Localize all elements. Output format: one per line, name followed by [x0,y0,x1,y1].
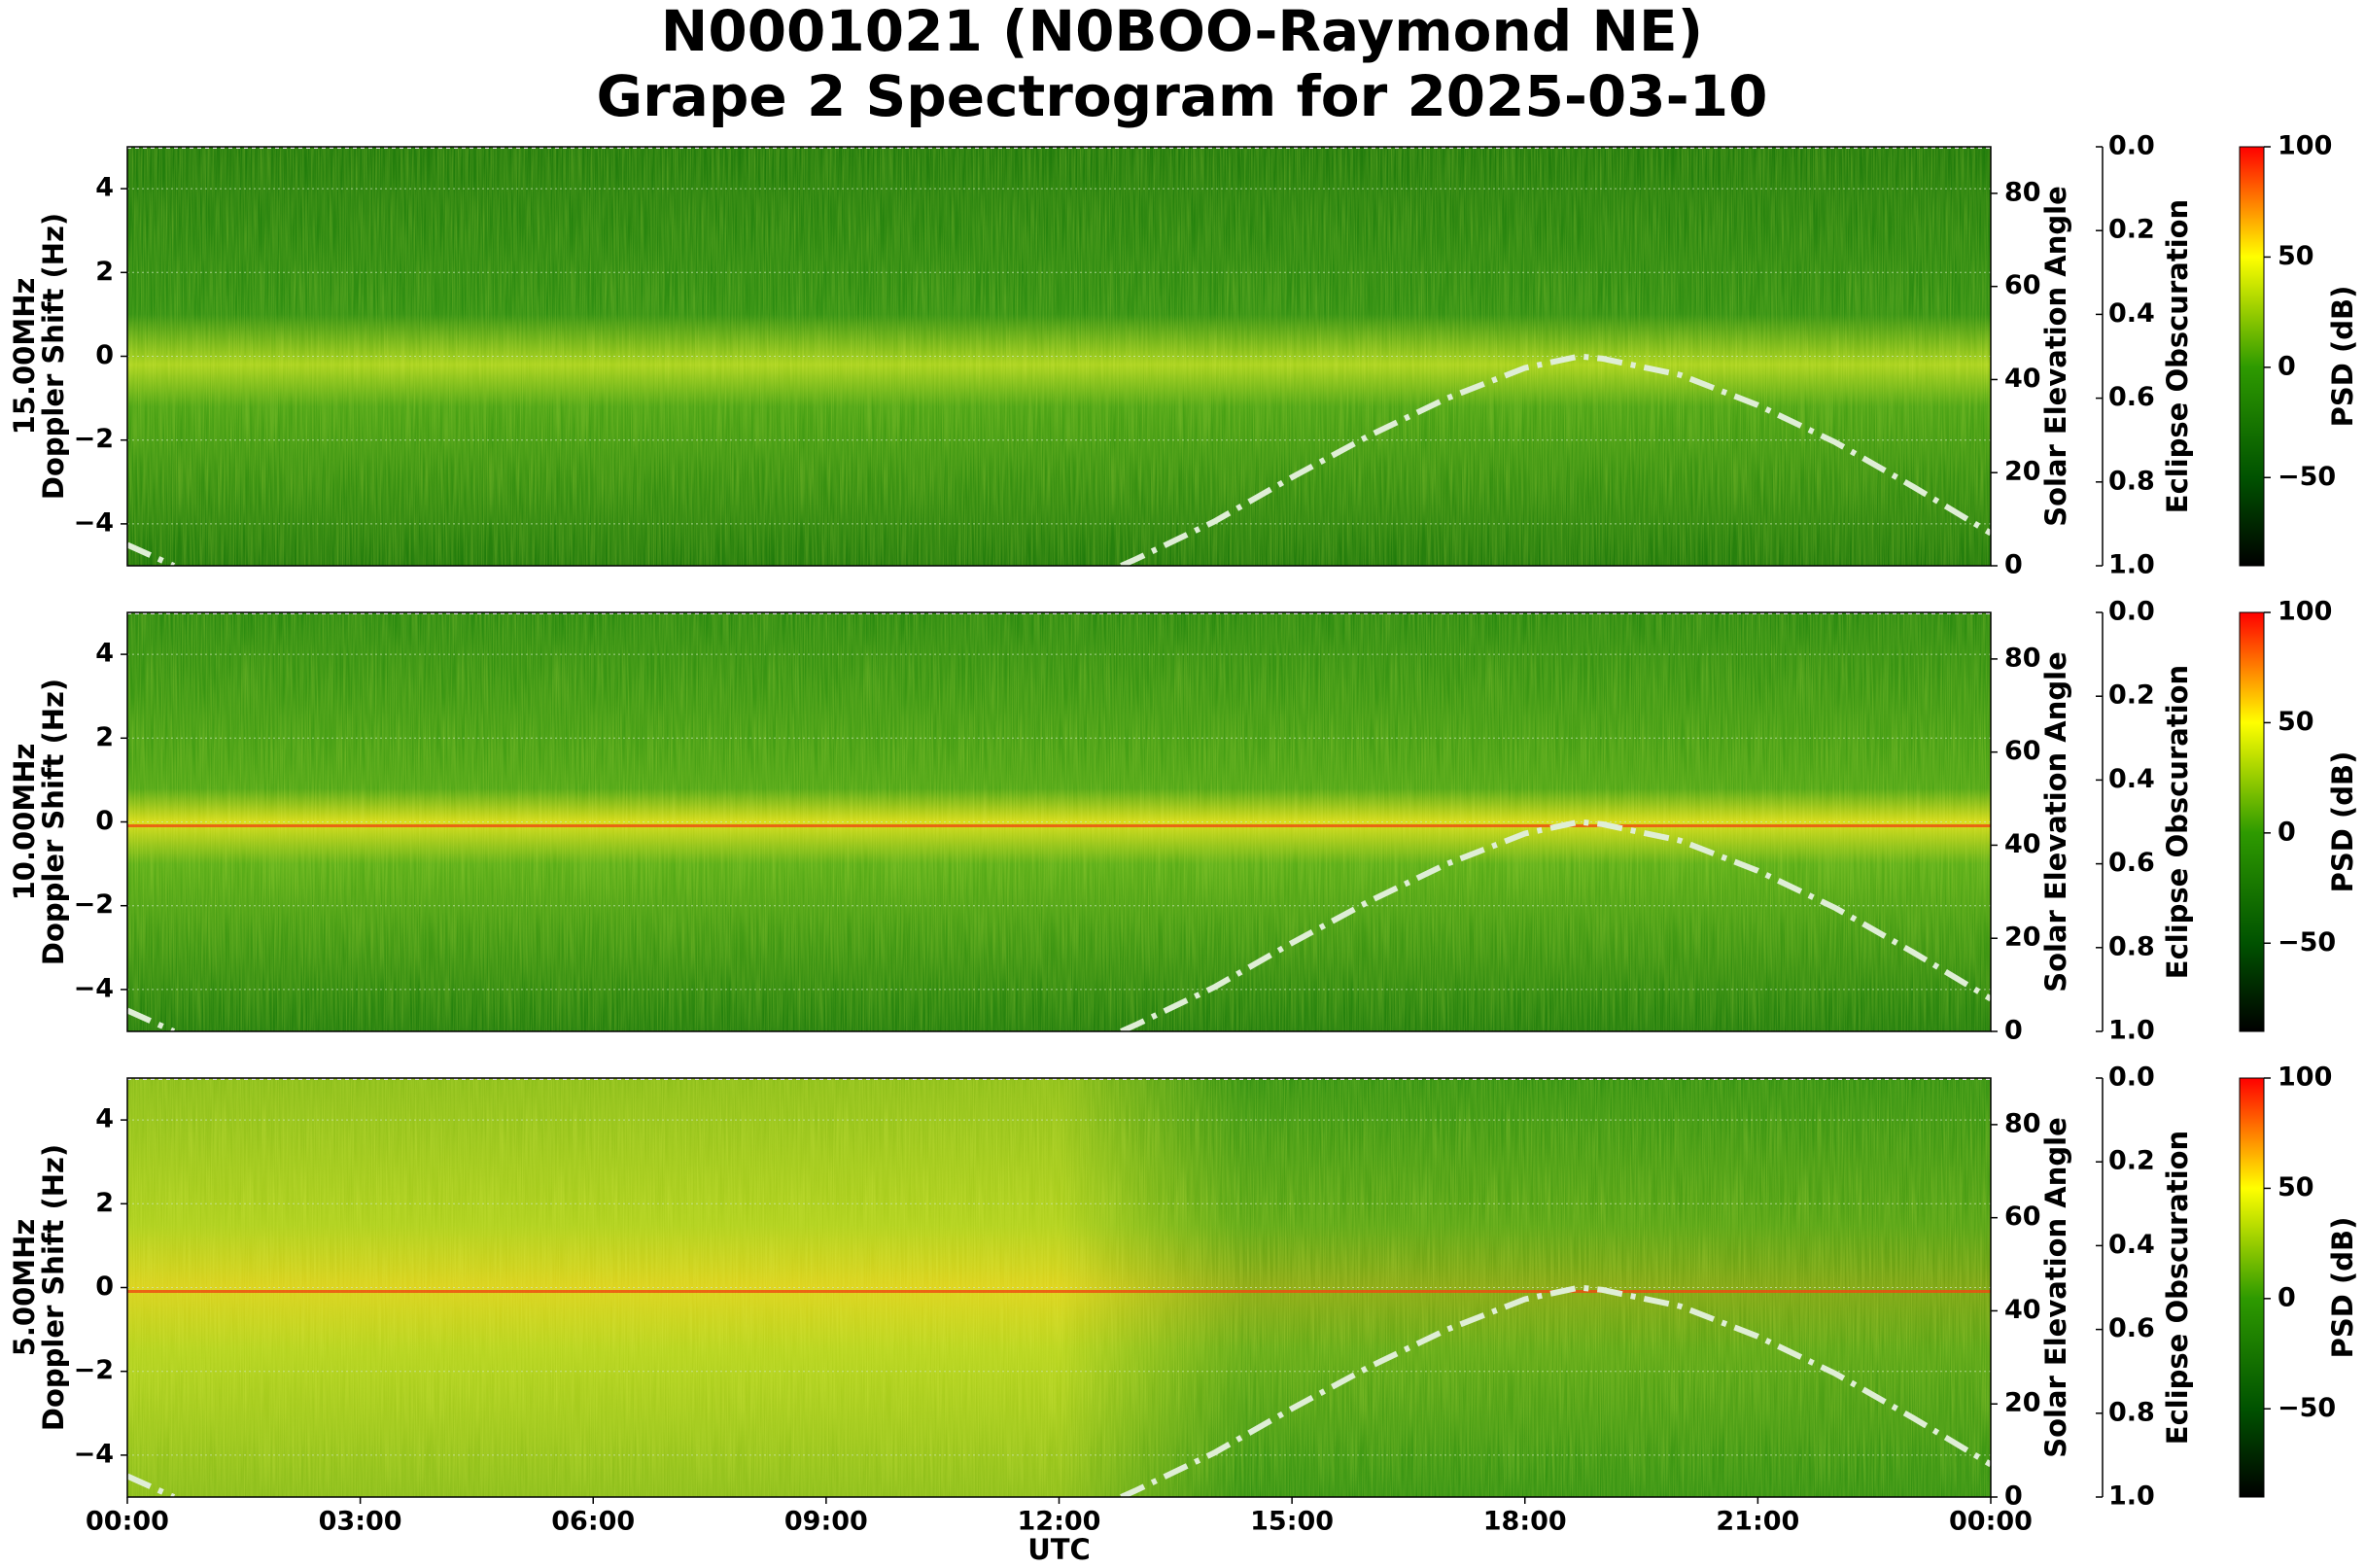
y3-tick-label: 0.8 [2108,466,2155,496]
y3-tick-label: 0.4 [2108,764,2155,794]
title-line: N0001021 (N0BOO-Raymond NE) [661,0,1703,64]
y-tick-label: 4 [95,639,114,669]
y3-tick-label: 0.0 [2108,1063,2155,1093]
y-tick-label: −4 [74,1439,114,1469]
colorbar-tick-label: 50 [2278,241,2314,271]
y2-tick-label: 40 [2004,364,2041,394]
y2-axis-label: Solar Elevation Angle [2039,186,2072,527]
y-tick-label: 2 [95,257,114,287]
y-tick-label: −2 [74,1355,114,1385]
y3-tick-label: 0.0 [2108,597,2155,627]
colorbar-tick-label: 100 [2278,131,2332,161]
y-tick-label: 2 [95,722,114,752]
plot-frame [126,611,1992,1032]
y-tick-label: 2 [95,1188,114,1218]
x-tick-label: 03:00 [319,1507,402,1537]
y2-tick-label: 60 [2004,270,2041,300]
colorbar-label: PSD (dB) [2326,286,2359,428]
colorbar-label: PSD (dB) [2326,1217,2359,1359]
title-line: Grape 2 Spectrogram for 2025-03-10 [597,63,1768,129]
y-tick-label: 4 [95,1104,114,1134]
y-tick-label: 0 [95,340,114,370]
y-tick-label: 0 [95,1272,114,1302]
y2-tick-label: 0 [2004,1481,2023,1512]
colorbar [2239,1077,2265,1498]
colorbar-tick-label: −50 [2278,1393,2336,1423]
y3-tick-label: 1.0 [2108,1481,2155,1512]
y2-tick-label: 60 [2004,736,2041,766]
y2-tick-label: 20 [2004,1388,2041,1418]
y3-tick-label: 0.4 [2108,298,2155,329]
colorbar-tick-label: 100 [2278,597,2332,627]
y2-tick-label: 60 [2004,1202,2041,1232]
y2-tick-label: 0 [2004,1016,2023,1046]
colorbar-tick-label: 0 [2278,351,2296,381]
y3-tick-label: 0.2 [2108,215,2155,245]
y-axis-label: Doppler Shift (Hz) [37,1144,70,1431]
y-axis-label: 10.00MHz [8,744,41,901]
y2-tick-label: 0 [2004,550,2023,580]
y2-tick-label: 40 [2004,1295,2041,1325]
x-tick-label: 00:00 [86,1507,169,1537]
y3-tick-label: 0.6 [2108,382,2155,412]
y3-tick-label: 0.2 [2108,680,2155,711]
y-axis-label: 5.00MHz [8,1219,41,1357]
x-tick-label: 00:00 [1949,1507,2033,1537]
y3-tick-label: 0.4 [2108,1230,2155,1260]
colorbar [2239,611,2265,1032]
y3-axis-label: Eclipse Obscuration [2161,199,2194,513]
y-tick-label: −2 [74,889,114,920]
x-tick-label: 15:00 [1250,1507,1334,1537]
colorbar-tick-label: −50 [2278,927,2336,958]
colorbar-tick-label: 50 [2278,1172,2314,1202]
x-tick-label: 18:00 [1483,1507,1567,1537]
colorbar-label: PSD (dB) [2326,751,2359,893]
y-axis-label: Doppler Shift (Hz) [37,213,70,500]
colorbar-tick-label: 0 [2278,817,2296,847]
y3-tick-label: 0.6 [2108,1313,2155,1343]
y3-tick-label: 0.0 [2108,131,2155,161]
y-tick-label: −4 [74,973,114,1003]
solar-elevation-line [127,819,1991,1031]
y2-tick-label: 20 [2004,457,2041,487]
colorbar-tick-label: 0 [2278,1282,2296,1312]
y2-tick-label: 80 [2004,643,2041,673]
y-axis-label: Doppler Shift (Hz) [37,679,70,965]
x-axis-label: UTC [1027,1533,1091,1566]
solar-elevation-line [127,1284,1991,1497]
y2-axis-label: Solar Elevation Angle [2039,1117,2072,1458]
y2-tick-label: 40 [2004,829,2041,859]
y2-axis-label: Solar Elevation Angle [2039,651,2072,993]
y2-tick-label: 20 [2004,923,2041,953]
x-tick-label: 12:00 [1018,1507,1101,1537]
x-tick-label: 09:00 [784,1507,868,1537]
y3-tick-label: 0.2 [2108,1146,2155,1176]
y3-axis-label: Eclipse Obscuration [2161,1131,2194,1445]
y-tick-label: 4 [95,173,114,203]
solar-elevation-line [127,353,1991,566]
spectrogram-texture [127,147,1991,566]
y2-tick-label: 80 [2004,1108,2041,1138]
y-tick-label: −4 [74,507,114,538]
y-tick-label: 0 [95,806,114,836]
plot-frame [126,146,1992,567]
colorbar-tick-label: 100 [2278,1063,2332,1093]
spectrogram-texture [127,1078,1991,1497]
colorbar-tick-label: 50 [2278,707,2314,737]
y3-axis-label: Eclipse Obscuration [2161,665,2194,979]
colorbar-tick-label: −50 [2278,462,2336,492]
y3-tick-label: 0.6 [2108,848,2155,878]
y3-tick-label: 1.0 [2108,550,2155,580]
y3-tick-label: 0.8 [2108,931,2155,961]
colorbar [2239,146,2265,567]
y-axis-label: 15.00MHz [8,278,41,436]
y2-tick-label: 80 [2004,177,2041,207]
y3-tick-label: 1.0 [2108,1016,2155,1046]
y3-tick-label: 0.8 [2108,1397,2155,1427]
y-tick-label: −2 [74,424,114,454]
spectrogram-texture [127,612,1991,1031]
x-tick-label: 21:00 [1716,1507,1799,1537]
x-tick-label: 06:00 [551,1507,635,1537]
